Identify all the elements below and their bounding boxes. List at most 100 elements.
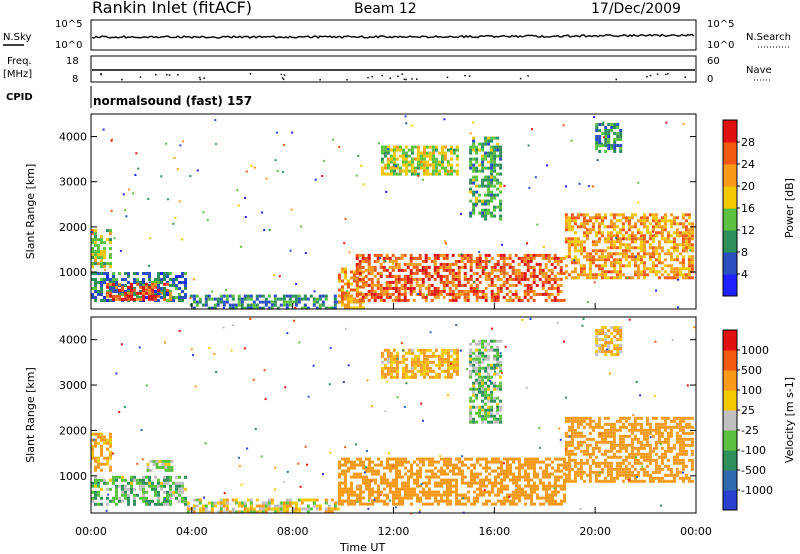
heat-cell	[490, 405, 494, 409]
heat-cell	[630, 231, 634, 235]
heat-cell	[487, 399, 491, 403]
heat-cell	[663, 437, 667, 441]
heat-cell	[603, 240, 607, 244]
heat-cell	[315, 504, 319, 508]
heat-cell	[567, 416, 571, 420]
heat-cell	[481, 295, 485, 299]
heat-cell	[618, 470, 622, 474]
heat-cell	[163, 475, 166, 479]
heat-cell	[419, 363, 423, 367]
heat-cell	[503, 484, 506, 488]
heat-cell	[654, 431, 658, 435]
heat-cell	[428, 478, 431, 482]
heat-cell	[425, 357, 429, 361]
heat-cell	[633, 222, 637, 226]
heat-cell	[478, 369, 482, 373]
heat-cell	[524, 478, 527, 482]
heat-cell	[618, 440, 622, 444]
heat-cell	[395, 363, 399, 367]
heat-cell	[630, 255, 634, 259]
heat-cell	[440, 348, 444, 352]
heat-cell	[687, 264, 691, 268]
heat-cell	[526, 283, 530, 287]
heat-cell	[365, 466, 368, 469]
heat-cell	[488, 260, 491, 263]
heat-cell	[666, 473, 670, 477]
heat-cell	[178, 487, 181, 491]
heat-cell	[479, 457, 482, 461]
heat-cell	[240, 501, 244, 505]
heat-cell	[355, 265, 359, 269]
heat-cell	[366, 379, 369, 382]
heat-cell	[373, 298, 377, 302]
colorbar-frame	[722, 329, 738, 511]
heat-cell	[285, 501, 289, 505]
heat-cell	[550, 277, 554, 281]
colorbar-tick-label: -100	[741, 444, 766, 457]
nave-dot	[646, 75, 648, 78]
heat-cell	[437, 490, 440, 494]
heat-cell	[416, 163, 420, 167]
heat-cell	[392, 499, 395, 503]
heat-cell	[493, 354, 497, 358]
heat-cell	[485, 478, 488, 482]
heat-cell	[621, 213, 625, 217]
nave-dot	[519, 77, 522, 80]
heat-cell	[687, 416, 691, 420]
heat-cell	[654, 270, 658, 274]
heat-cell	[576, 225, 580, 229]
heat-cell	[404, 481, 407, 485]
heat-cell	[394, 298, 398, 302]
heat-cell	[452, 490, 455, 494]
heat-cell	[469, 145, 473, 149]
heat-cell	[91, 253, 94, 257]
heat-cell	[496, 372, 500, 376]
heat-cell	[370, 480, 373, 483]
heat-cell	[630, 479, 634, 483]
heat-cell	[621, 222, 625, 226]
heat-cell	[536, 475, 539, 479]
heat-cell	[389, 469, 392, 473]
heat-cell	[553, 253, 557, 257]
heat-cell	[612, 437, 616, 441]
heat-cell	[573, 461, 577, 465]
heat-cell	[97, 441, 100, 445]
heat-cell	[344, 475, 347, 479]
heat-cell	[428, 496, 431, 500]
heat-cell	[481, 289, 485, 293]
heat-cell	[434, 490, 437, 494]
heat-cell	[582, 213, 586, 217]
heat-cell	[487, 342, 491, 346]
heat-cell	[446, 351, 450, 355]
heat-cell	[151, 487, 154, 491]
heat-cell	[142, 272, 145, 275]
heat-cell	[361, 277, 365, 281]
heat-cell	[582, 419, 586, 423]
heat-cell	[380, 372, 384, 376]
heat-cell	[443, 157, 447, 161]
y-tick-label: 4000	[59, 334, 87, 347]
heat-cell	[627, 234, 631, 238]
heat-cell	[636, 276, 640, 280]
heat-cell	[562, 298, 566, 302]
heat-cell	[392, 169, 396, 173]
heat-cell	[585, 276, 589, 280]
heat-cell	[127, 493, 130, 497]
heat-cell	[582, 255, 586, 259]
heat-cell	[133, 278, 136, 281]
heat-cell	[449, 145, 453, 149]
heat-cell	[490, 193, 494, 197]
heat-cell	[359, 460, 362, 464]
heat-cell	[386, 366, 390, 370]
heat-cell	[425, 154, 429, 158]
heat-cell	[597, 267, 601, 271]
heat-cell	[380, 375, 384, 379]
heat-cell	[389, 357, 393, 361]
heat-cell	[618, 258, 622, 262]
heat-cell	[344, 472, 347, 476]
heat-cell	[636, 473, 640, 477]
heat-cell	[506, 472, 509, 476]
heat-cell	[161, 465, 165, 469]
heat-cell	[231, 507, 235, 511]
heat-cell	[392, 366, 396, 370]
